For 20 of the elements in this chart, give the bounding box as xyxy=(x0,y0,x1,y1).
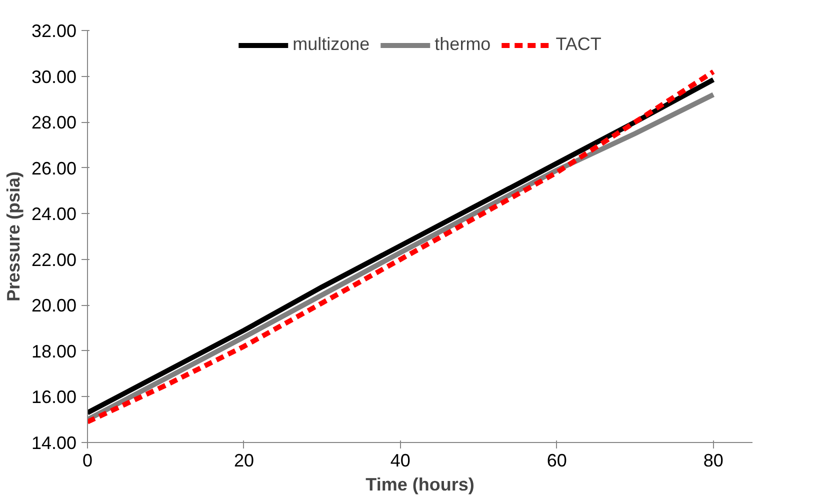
y-tick-label: 18.00 xyxy=(31,341,77,362)
x-axis-title: Time (hours) xyxy=(366,474,474,494)
y-tick-label: 26.00 xyxy=(31,158,77,178)
x-tick-label: 0 xyxy=(82,450,93,470)
x-tick-label: 20 xyxy=(234,450,254,470)
y-tick-label: 20.00 xyxy=(31,296,77,316)
x-tick-label: 80 xyxy=(703,450,724,470)
y-tick-label: 22.00 xyxy=(31,250,77,270)
legend-label: thermo xyxy=(434,34,491,55)
y-tick-label: 28.00 xyxy=(31,112,77,133)
y-tick-label: 32.00 xyxy=(31,21,77,41)
legend-label: TACT xyxy=(556,34,602,55)
x-tick-label: 60 xyxy=(546,450,567,470)
y-axis-title: Pressure (psia) xyxy=(3,171,24,302)
y-tick-label: 14.00 xyxy=(31,433,77,453)
x-tick-label: 40 xyxy=(390,450,410,470)
legend-label: multizone xyxy=(292,34,370,55)
y-tick-label: 30.00 xyxy=(31,66,77,87)
y-tick-label: 16.00 xyxy=(31,387,77,408)
y-tick-label: 24.00 xyxy=(31,204,77,224)
